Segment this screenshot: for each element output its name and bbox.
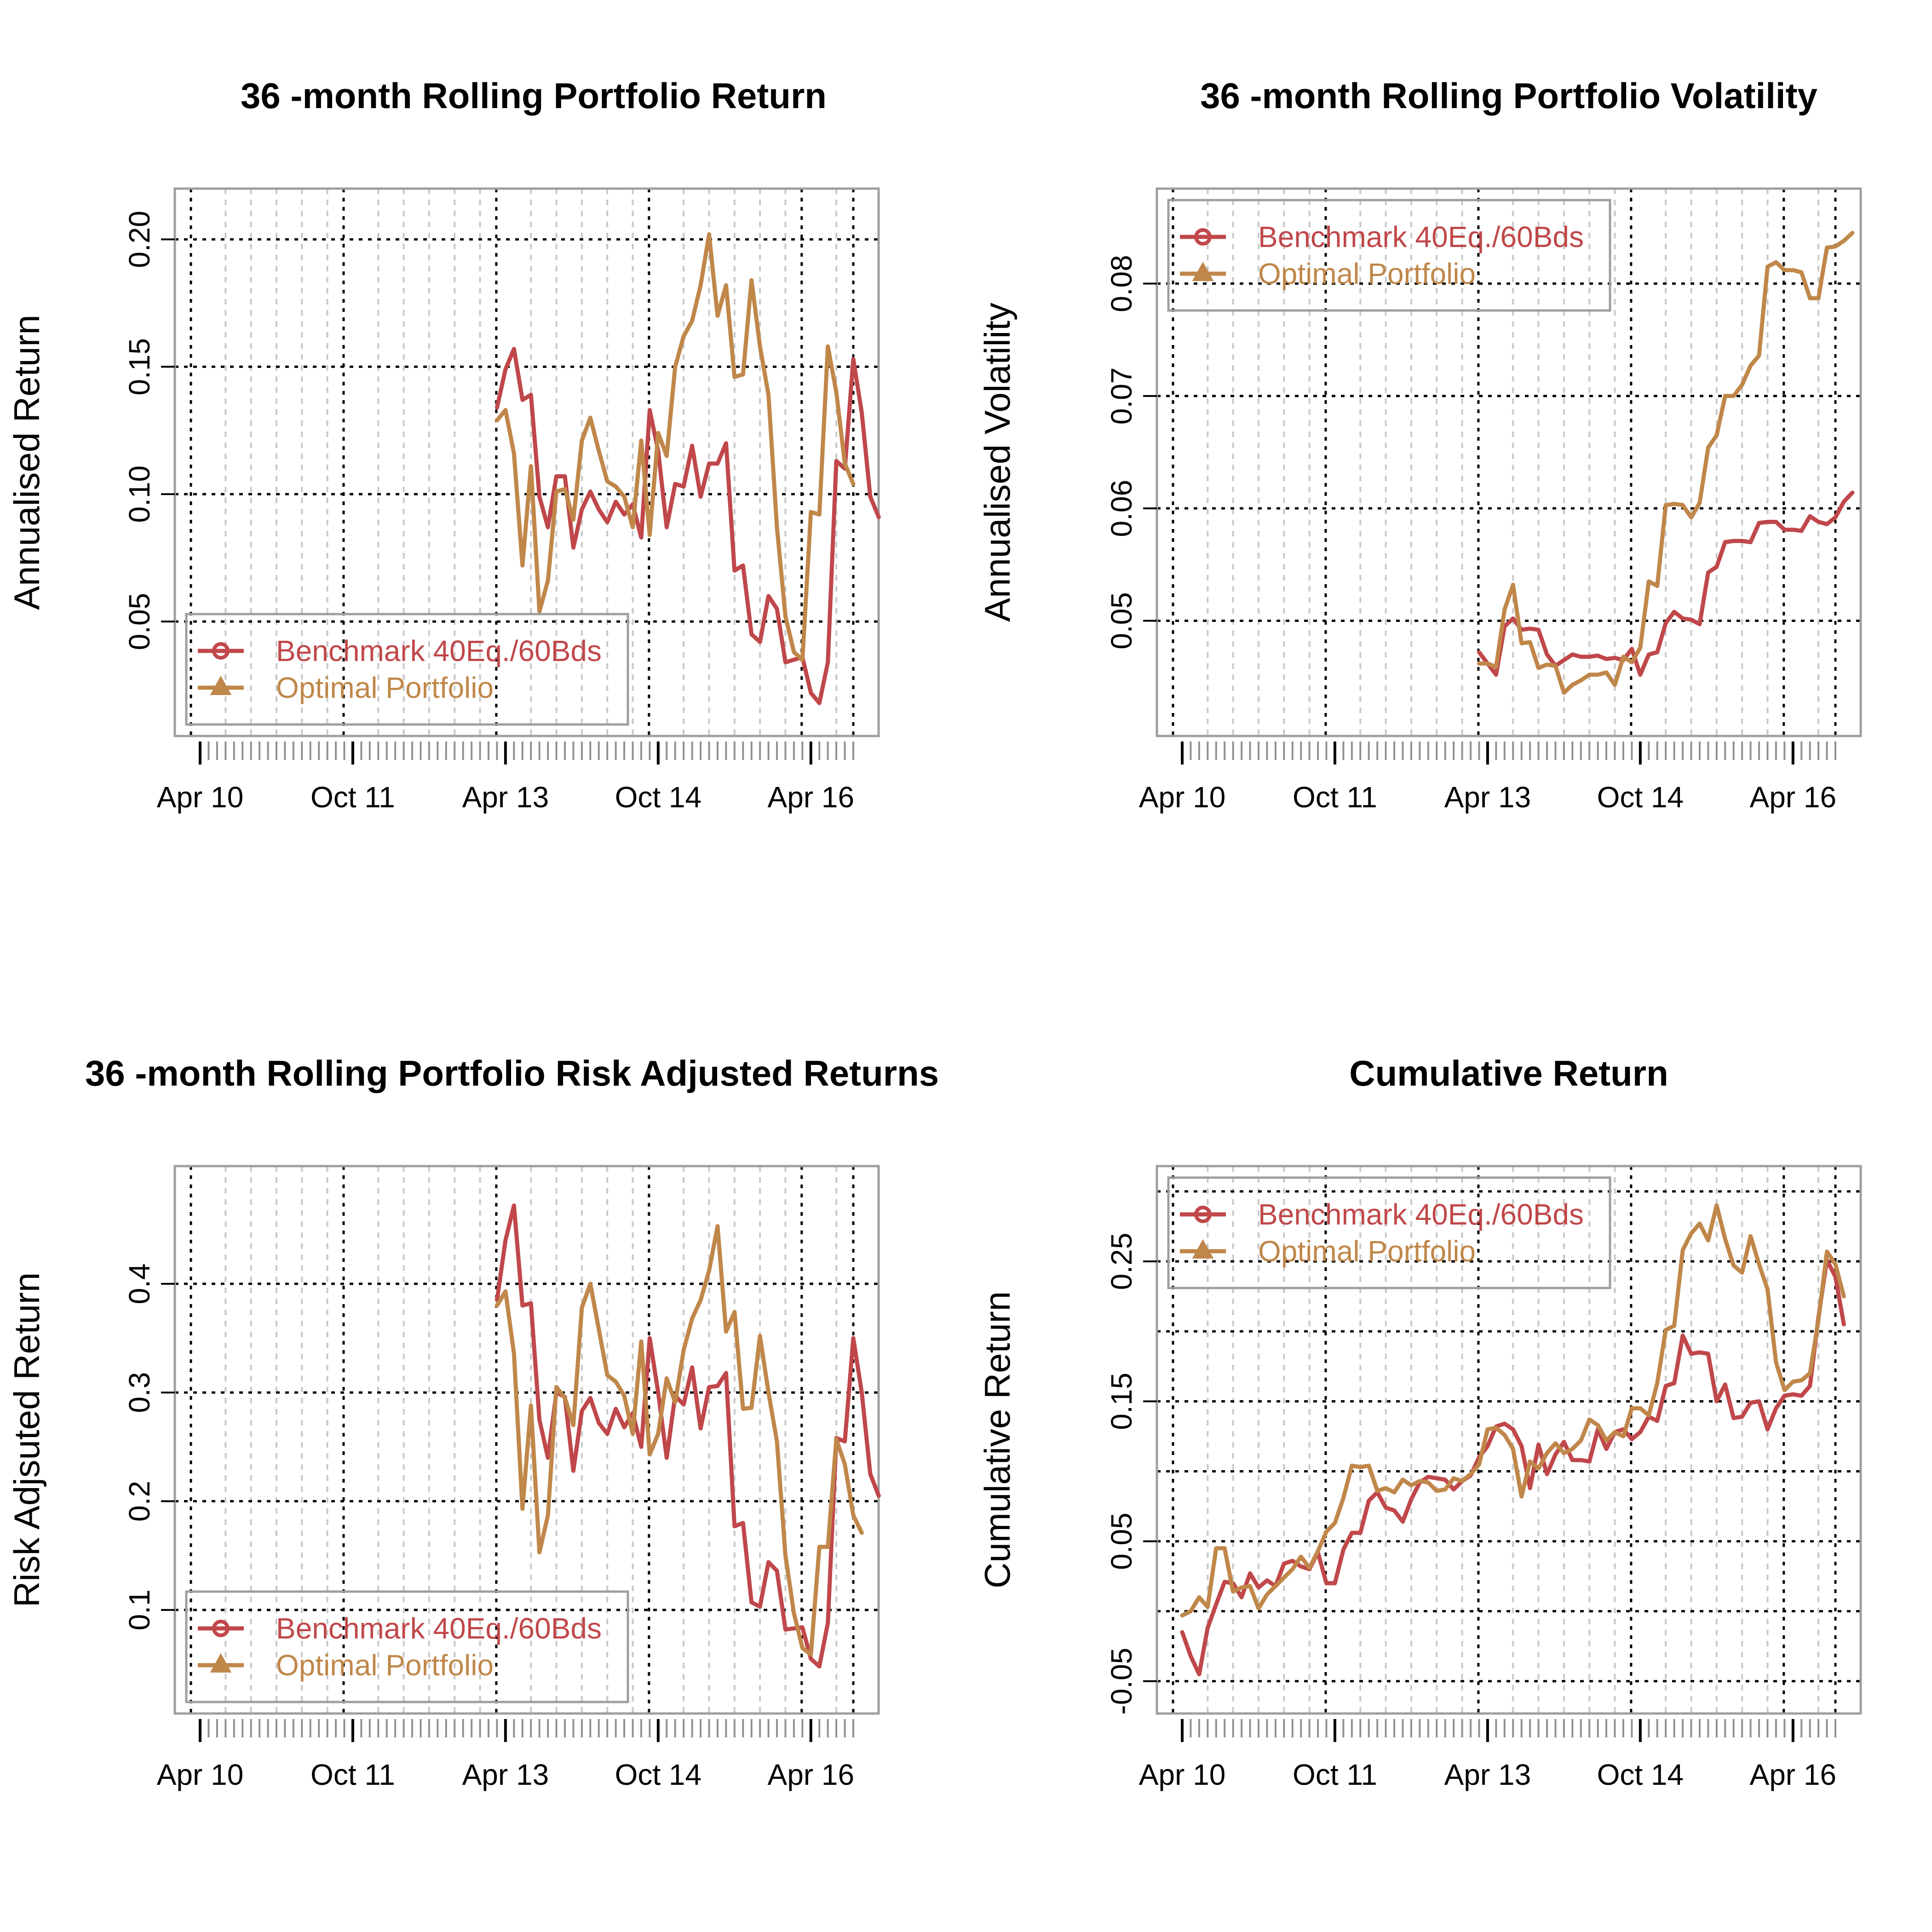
- x-tick-label: Oct 11: [310, 1758, 395, 1791]
- x-tick-label: Apr 13: [462, 781, 549, 814]
- y-tick-label: 0.10: [123, 466, 156, 523]
- x-tick-label: Oct 14: [615, 781, 702, 814]
- x-tick-label: Oct 11: [1293, 1758, 1377, 1791]
- x-tick-label: Apr 13: [1444, 1758, 1531, 1791]
- panel-rolling-volatility: 36 -month Rolling Portfolio Volatility A…: [977, 75, 1862, 814]
- plot-frame: [1156, 1165, 1862, 1715]
- legend: Benchmark 40Eq./60Bds Optimal Portfolio: [185, 613, 629, 726]
- x-tick-label: Apr 16: [1750, 781, 1837, 814]
- series-line: [495, 232, 856, 662]
- legend-label: Optimal Portfolio: [1258, 1235, 1476, 1268]
- plot-frame: [1156, 187, 1862, 737]
- legend-label: Optimal Portfolio: [276, 1649, 494, 1682]
- legend: Benchmark 40Eq./60Bds Optimal Portfolio: [185, 1590, 629, 1703]
- legend-box: [1167, 199, 1611, 312]
- y-tick-label: 0.4: [123, 1263, 156, 1304]
- x-tick-label: Apr 16: [768, 781, 855, 814]
- legend: Benchmark 40Eq./60Bds Optimal Portfolio: [1167, 1176, 1611, 1289]
- y-tick-label: 0.2: [123, 1481, 156, 1522]
- panel-cumulative-return: Cumulative Return Cumulative Return -0.0…: [977, 1053, 1862, 1791]
- y-axis-title: Cumulative Return: [977, 1291, 1018, 1588]
- legend-marker-circle: [212, 1620, 230, 1637]
- title-clip: 36 -month Rolling Portfolio Risk Adjuste…: [85, 1053, 939, 1093]
- y-axis-title: Risk Adjsuted Return: [6, 1272, 47, 1607]
- y-tick-label: 0.20: [123, 211, 156, 268]
- x-tick-label: Apr 16: [768, 1758, 855, 1791]
- panel-title: 36 -month Rolling Portfolio Return: [241, 75, 827, 116]
- plot-area: 0.1 0.2 0.3 0.4 Apr 10 Oct 11 Apr 13 Oct 14 Apr …: [123, 1165, 881, 1791]
- panel-rolling-risk-adjusted: 36 -month Rolling Portfolio Risk Adjuste…: [6, 1053, 939, 1791]
- series-line: [1477, 231, 1855, 695]
- series-line: [1477, 490, 1855, 677]
- y-tick-label: -0.05: [1105, 1648, 1138, 1715]
- panel-title: 36 -month Rolling Portfolio Risk Adjuste…: [85, 1053, 939, 1093]
- series-line: [1180, 1203, 1846, 1618]
- legend-marker-circle: [1194, 1206, 1212, 1223]
- legend-marker-circle: [212, 642, 230, 660]
- y-tick-label: 0.1: [123, 1589, 156, 1630]
- legend-marker-triangle: [210, 1653, 232, 1673]
- legend-label: Benchmark 40Eq./60Bds: [1258, 220, 1584, 253]
- x-tick-label: Oct 11: [310, 781, 395, 814]
- legend-marker-triangle: [1192, 1239, 1214, 1259]
- panel-title: Cumulative Return: [1349, 1053, 1668, 1093]
- legend-label: Benchmark 40Eq./60Bds: [276, 634, 602, 667]
- y-tick-label: 0.15: [1105, 1373, 1138, 1430]
- x-tick-label: Apr 10: [1139, 781, 1226, 814]
- legend-box: [185, 1590, 629, 1703]
- x-tick-label: Oct 14: [615, 1758, 702, 1791]
- y-axis-title: Annualised Volatility: [977, 303, 1018, 622]
- legend-box: [1167, 1176, 1611, 1289]
- x-tick-label: Apr 10: [1139, 1758, 1226, 1791]
- x-tick-label: Apr 13: [462, 1758, 549, 1791]
- legend-label: Optimal Portfolio: [276, 671, 494, 704]
- plot-frame: [173, 187, 880, 737]
- y-tick-label: 0.05: [1105, 592, 1138, 650]
- x-tick-label: Oct 11: [1293, 781, 1377, 814]
- legend-label: Benchmark 40Eq./60Bds: [276, 1612, 602, 1645]
- x-tick-label: Apr 10: [157, 1758, 244, 1791]
- legend-marker-circle: [1194, 228, 1212, 246]
- y-tick-label: 0.05: [123, 593, 156, 650]
- y-tick-label: 0.15: [123, 338, 156, 396]
- y-tick-label: 0.07: [1105, 368, 1138, 425]
- series-line: [495, 1224, 864, 1657]
- panel-rolling-return: 36 -month Rolling Portfolio Return Annua…: [6, 75, 881, 814]
- series-line: [495, 347, 881, 705]
- plot-frame: [173, 1165, 880, 1715]
- y-axis-title: Annualised Return: [6, 315, 47, 610]
- legend: Benchmark 40Eq./60Bds Optimal Portfolio: [1167, 199, 1611, 312]
- y-tick-label: 0.08: [1105, 255, 1138, 312]
- legend-label: Benchmark 40Eq./60Bds: [1258, 1198, 1584, 1231]
- x-tick-label: Apr 16: [1750, 1758, 1837, 1791]
- y-tick-label: 0.05: [1105, 1512, 1138, 1570]
- x-tick-label: Oct 14: [1597, 781, 1684, 814]
- y-tick-label: 0.25: [1105, 1233, 1138, 1290]
- plot-area: -0.05 0.05 0.15 0.25 Apr 10 Oct 11 Apr 13 Oct 1…: [1105, 1165, 1862, 1791]
- plot-area: 0.05 0.06 0.07 0.08 Apr 10 Oct 11 Apr 13 Oct 14…: [1105, 187, 1862, 814]
- y-tick-label: 0.06: [1105, 480, 1138, 537]
- panel-title: 36 -month Rolling Portfolio Volatility: [1200, 75, 1817, 116]
- x-tick-label: Apr 13: [1444, 781, 1531, 814]
- y-tick-label: 0.3: [123, 1372, 156, 1413]
- series-line: [1180, 1258, 1846, 1677]
- plot-area: 0.05 0.10 0.15 0.20 Apr 10 Oct 11 Apr 13 Oct 14…: [123, 187, 881, 814]
- x-tick-label: Apr 10: [157, 781, 244, 814]
- legend-box: [185, 613, 629, 726]
- legend-marker-triangle: [210, 675, 232, 695]
- legend-marker-triangle: [1192, 261, 1214, 281]
- x-tick-label: Oct 14: [1597, 1758, 1684, 1791]
- legend-label: Optimal Portfolio: [1258, 257, 1476, 290]
